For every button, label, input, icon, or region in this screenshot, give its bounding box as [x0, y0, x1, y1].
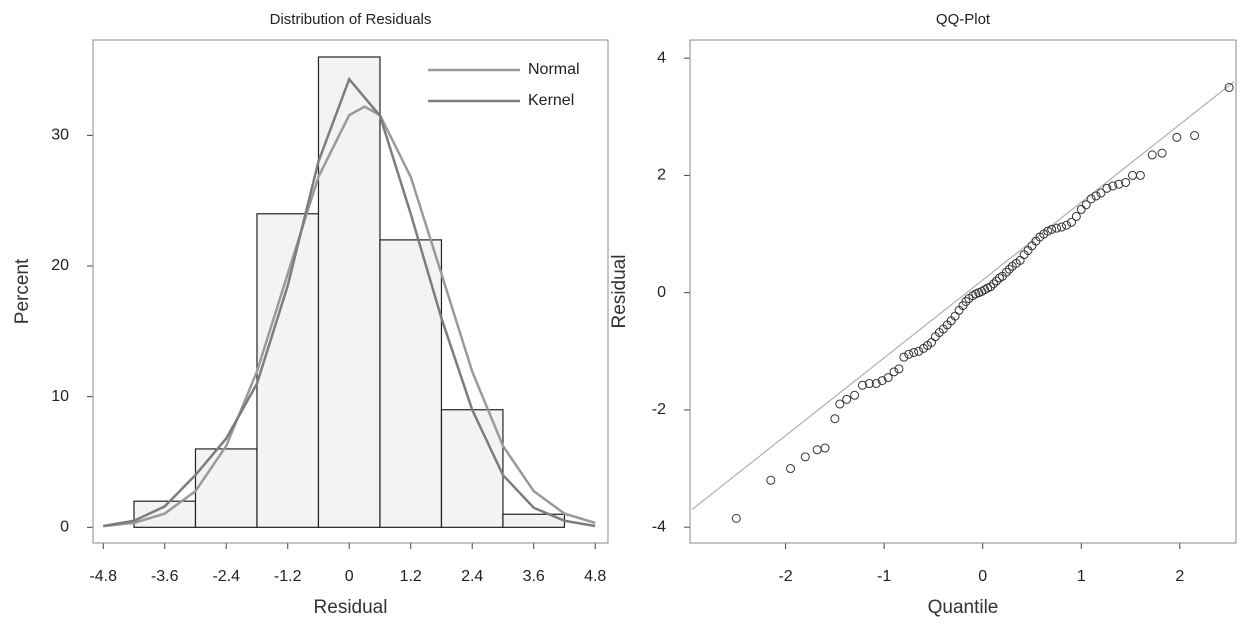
x-tick-label: 4.8: [584, 568, 606, 585]
point: [899, 352, 909, 362]
point: [1004, 264, 1014, 274]
x-tick-label: -1.2: [274, 568, 302, 585]
point: [1047, 224, 1057, 234]
point: [1102, 183, 1112, 193]
y-tick-label: 0: [657, 284, 666, 301]
point: [1057, 222, 1067, 232]
x-tick-label: -2.4: [212, 568, 240, 585]
point: [1224, 82, 1234, 92]
plot-area: [691, 81, 1235, 523]
point: [766, 475, 776, 485]
y-tick-label: -2: [652, 401, 666, 418]
point: [835, 399, 845, 409]
x-tick-label: 0: [345, 568, 354, 585]
x-tick-label: -4.8: [89, 568, 117, 585]
point: [1121, 177, 1131, 187]
y-tick-label: 20: [51, 257, 69, 274]
point: [1086, 194, 1096, 204]
point: [871, 379, 881, 389]
point: [786, 464, 796, 474]
reference-line: [691, 81, 1235, 511]
point: [1091, 191, 1101, 201]
point: [989, 279, 999, 289]
point: [1071, 211, 1081, 221]
y-tick-label: 30: [51, 127, 69, 144]
legend-label: Kernel: [528, 92, 574, 109]
point: [850, 390, 860, 400]
bar: [440, 409, 504, 528]
point: [909, 347, 919, 357]
point: [800, 452, 810, 462]
x-axis-label: Residual: [314, 597, 388, 618]
y-tick-label: 0: [60, 519, 69, 536]
x-tick-label: 1.2: [400, 568, 422, 585]
x-tick-label: -3.6: [151, 568, 179, 585]
density-curve: [103, 76, 596, 528]
point: [1108, 181, 1118, 191]
point: [904, 349, 914, 359]
plot-frame: [689, 39, 1237, 544]
bar: [317, 56, 381, 528]
point: [877, 376, 887, 386]
y-tick-label: 10: [51, 388, 69, 405]
y-axis-label: Percent: [12, 258, 33, 324]
point: [889, 367, 899, 377]
point: [914, 346, 924, 356]
point: [1081, 200, 1091, 210]
point: [1172, 132, 1182, 142]
y-tick-label: 2: [657, 167, 666, 184]
x-tick-label: -1: [877, 568, 891, 585]
point: [1096, 188, 1106, 198]
x-axis-label: Quantile: [928, 597, 999, 618]
x-tick-label: 2.4: [461, 568, 483, 585]
point: [1043, 226, 1053, 236]
legend-label: Normal: [528, 61, 580, 78]
point: [894, 364, 904, 374]
x-tick-label: 2: [1175, 568, 1184, 585]
point: [883, 373, 893, 383]
point: [842, 394, 852, 404]
point: [1001, 267, 1011, 277]
point: [1135, 170, 1145, 180]
x-tick-label: 1: [1077, 568, 1086, 585]
point: [864, 379, 874, 389]
point: [1066, 217, 1076, 227]
point: [1147, 150, 1157, 160]
point: [857, 380, 867, 390]
x-tick-label: -2: [778, 568, 792, 585]
chart-title: QQ-Plot: [936, 11, 991, 28]
plot-area: [103, 56, 596, 528]
point: [1052, 223, 1062, 233]
y-tick-label: -4: [652, 518, 666, 535]
density-curve: [103, 105, 596, 528]
point: [986, 282, 996, 292]
point: [1114, 179, 1124, 189]
chart-title: Distribution of Residuals: [270, 11, 432, 28]
point: [830, 414, 840, 424]
point: [1061, 220, 1071, 230]
point: [992, 276, 1002, 286]
plot-frame: [92, 39, 609, 544]
x-tick-label: 3.6: [523, 568, 545, 585]
point: [820, 443, 830, 453]
bar: [194, 448, 258, 528]
y-tick-label: 4: [657, 49, 666, 66]
point: [1076, 204, 1086, 214]
point: [1157, 148, 1167, 158]
point: [961, 296, 971, 306]
bar: [256, 213, 320, 528]
y-axis-label: Residual: [609, 255, 630, 329]
x-tick-label: 0: [978, 568, 987, 585]
point: [1190, 131, 1200, 141]
point: [731, 513, 741, 523]
